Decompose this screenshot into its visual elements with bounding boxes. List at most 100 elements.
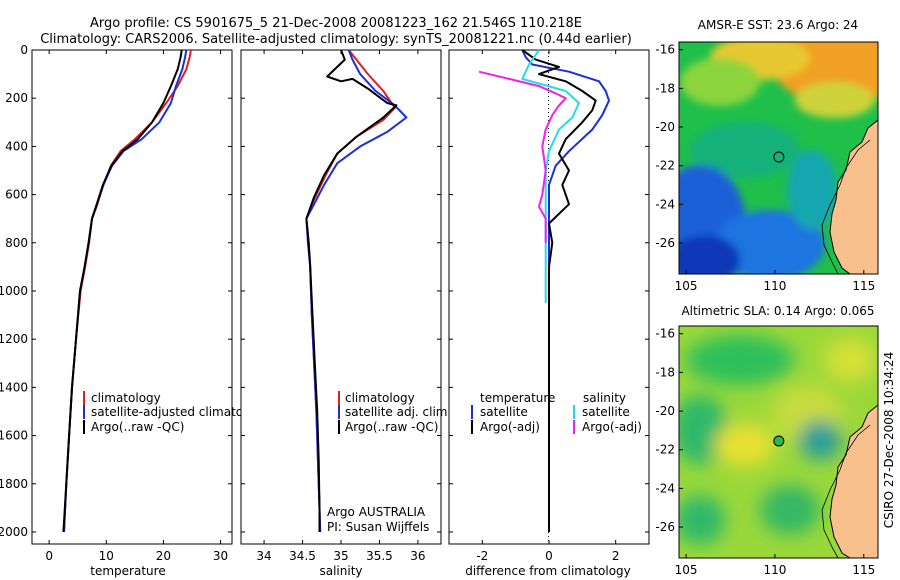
x-tick-label: 35 [333,549,348,563]
sst-field [679,42,878,274]
legend-label-sal-satellite: satellite [582,405,630,419]
temperature-panel: 0 10 20 30 0 200 400 600 800 1000 1200 1400 1600 1800… [0,43,269,578]
lon-tick-label: 105 [675,279,698,293]
annotation-argo-australia: Argo AUSTRALIA [327,505,426,519]
series-line-temperature-argo-adj- [521,49,597,532]
sst-shelf [787,150,837,230]
sla-map-frame [678,325,879,559]
sst-coldest [679,235,740,274]
difference-xlabel: difference from climatology [465,564,631,578]
lat-tick-label: -22 [655,159,675,173]
temperature-legend: climatology satellite-adjusted climatolo… [83,391,269,434]
y-tick-label: 0 [20,43,28,57]
sst-transition-east [795,82,875,118]
y-tick-label: 1800 [0,477,28,491]
lon-tick-label: 105 [675,563,698,577]
x-tick-label: 2 [612,549,620,563]
x-tick-label: 20 [156,549,171,563]
legend-label-argo: Argo(..raw -QC) [91,420,184,434]
lat-tick-label: -20 [655,404,675,418]
salinity-xlabel: salinity [319,564,362,578]
y-tick-label: 1600 [0,429,28,443]
difference-legend: temperature satellite Argo(-adj) salinit… [471,391,642,434]
legend-label-satellite-adjusted: satellite-adjusted climatology [91,405,269,419]
x-tick-label: 34 [256,549,271,563]
legend-label-climatology: climatology [91,391,161,405]
series-line-salinity-argo-adj- [478,70,567,243]
series-line-salinity-satellite [521,49,580,303]
sla-low-southwest [679,495,725,545]
lon-tick-label: 110 [763,279,786,293]
legend-label-temp-satellite: satellite [480,405,528,419]
lon-tick-label: 115 [852,563,875,577]
x-tick-label: 36 [410,549,425,563]
lon-tick-label: 115 [852,279,875,293]
x-tick-label: 35.5 [366,549,393,563]
temperature-axes-box [31,49,233,545]
lon-tick-label: 110 [763,563,786,577]
legend-label-argo: Argo(..raw -QC) [345,420,438,434]
sst-transition [680,58,760,106]
temperature-xlabel: temperature [90,564,165,578]
sla-high-northeast [825,338,875,382]
sla-field [679,326,878,558]
x-tick-label: 0 [45,549,53,563]
y-tick-label: 1000 [0,284,28,298]
sla-low-north [685,335,795,385]
sla-land-australia [829,404,878,558]
legend-group-temperature: temperature [480,391,555,405]
sla-map-panel: Altimetric SLA: 0.14 Argo: 0.065 105 110 1… [655,304,879,577]
y-tick-label: 1200 [0,332,28,346]
y-tick-label: 1400 [0,380,28,394]
annotation-pi: PI: Susan Wijffels [327,520,429,534]
sst-map-panel: AMSR-E SST: 23.6 Argo: 24 105 110 115 -16 -1… [655,18,879,293]
sst-cool-tongue [690,122,800,178]
lat-tick-label: -26 [655,520,675,534]
sla-eddy [798,420,842,460]
y-tick-label: 200 [5,91,28,105]
salinity-legend: climatology satellite adj. clim. Argo(..… [327,391,451,534]
legend-label-sal-argo: Argo(-adj) [582,420,642,434]
difference-panel: -2 0 2 temperature satellite Argo(-adj) sa… [448,49,650,578]
x-tick-label: 0 [545,549,553,563]
legend-label-satellite-adj: satellite adj. clim. [345,405,451,419]
sst-cold-south [715,210,825,274]
sst-map-frame [678,41,879,275]
sla-map-title: Altimetric SLA: 0.14 Argo: 0.065 [681,304,874,318]
y-tick-label: 400 [5,139,28,153]
salinity-axes-box [240,49,442,545]
x-tick-label: -2 [476,549,488,563]
sla-low-south [760,485,820,535]
lat-tick-label: -22 [655,443,675,457]
sla-high-core [715,423,775,467]
legend-label-climatology: climatology [345,391,415,405]
series-line-argo-raw-qc- [305,49,398,532]
y-tick-label: 800 [5,236,28,250]
sst-map-title: AMSR-E SST: 23.6 Argo: 24 [698,18,858,32]
x-tick-label: 10 [99,549,114,563]
lat-tick-label: -16 [655,327,675,341]
credit-timestamp: CSIRO 27-Dec-2008 10:34:24 [882,352,896,529]
lat-tick-label: -18 [655,365,675,379]
legend-group-salinity: salinity [583,391,626,405]
y-tick-label: 600 [5,188,28,202]
sla-bathymetry-contour [821,424,871,558]
lat-tick-label: -20 [655,120,675,134]
figure-title-line1: Argo profile: CS 5901675_5 21-Dec-2008 2… [90,16,582,31]
sst-argo-location-marker [773,151,785,163]
sst-bathymetry-contour [821,139,871,274]
x-tick-label: 30 [213,549,228,563]
series-line-argo-raw-qc- [62,49,183,533]
y-tick-label: 2000 [0,525,28,539]
legend-label-temp-argo: Argo(-adj) [480,420,540,434]
x-tick-label: 34.5 [289,549,316,563]
salinity-panel: 34 34.5 35 35.5 36 climatology satellite adj… [240,49,451,578]
lat-tick-label: -24 [655,481,675,495]
figure-title-line2: Climatology: CARS2006. Satellite-adjuste… [40,32,632,47]
sla-argo-location-marker [773,435,785,447]
lat-tick-label: -24 [655,197,675,211]
lat-tick-label: -16 [655,43,675,57]
lat-tick-label: -26 [655,236,675,250]
lat-tick-label: -18 [655,81,675,95]
